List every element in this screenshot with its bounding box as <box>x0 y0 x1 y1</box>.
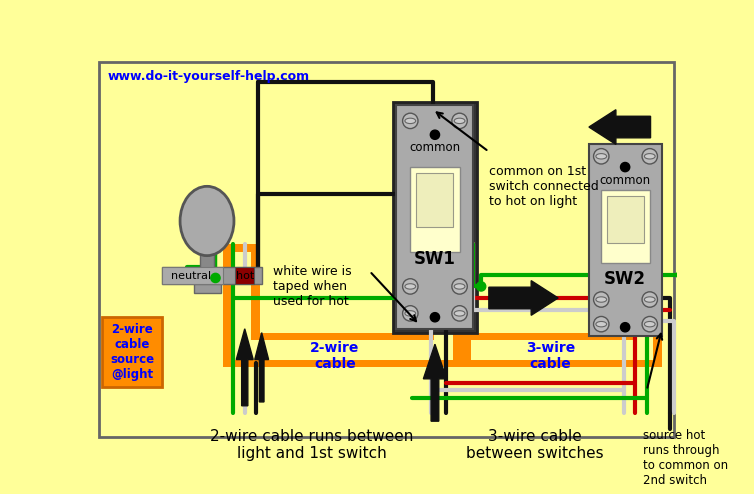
Ellipse shape <box>645 322 655 327</box>
Text: 2-wire cable runs between
light and 1st switch: 2-wire cable runs between light and 1st … <box>210 429 413 461</box>
Bar <box>232 340 452 360</box>
Text: 2-wire
cable: 2-wire cable <box>310 341 360 371</box>
Bar <box>161 267 262 284</box>
Bar <box>589 144 662 336</box>
Ellipse shape <box>454 118 465 124</box>
Circle shape <box>452 279 467 294</box>
Bar <box>223 244 260 367</box>
Bar <box>232 252 251 360</box>
Circle shape <box>403 306 418 321</box>
Ellipse shape <box>405 311 415 316</box>
Circle shape <box>642 292 657 307</box>
Circle shape <box>677 270 686 280</box>
Circle shape <box>431 130 440 139</box>
Circle shape <box>431 313 440 322</box>
Bar <box>223 332 462 367</box>
Text: 2-wire
cable
source
@light: 2-wire cable source @light <box>110 323 155 381</box>
Bar <box>608 196 644 243</box>
Text: 3-wire
cable: 3-wire cable <box>526 341 575 371</box>
Bar <box>200 252 214 269</box>
Bar <box>416 173 453 227</box>
Circle shape <box>452 113 467 128</box>
Bar <box>194 284 221 293</box>
Ellipse shape <box>596 154 607 159</box>
Bar <box>634 252 653 360</box>
Ellipse shape <box>405 284 415 289</box>
Ellipse shape <box>645 154 655 159</box>
Circle shape <box>642 149 657 164</box>
Bar <box>234 267 254 284</box>
Text: neutral: neutral <box>171 271 211 281</box>
Text: SW1: SW1 <box>414 250 456 268</box>
Circle shape <box>642 317 657 332</box>
FancyArrow shape <box>424 344 446 421</box>
Ellipse shape <box>596 322 607 327</box>
Text: SW2: SW2 <box>604 270 646 288</box>
Ellipse shape <box>454 284 465 289</box>
Circle shape <box>403 279 418 294</box>
Bar <box>103 317 162 386</box>
Ellipse shape <box>180 186 234 255</box>
FancyArrow shape <box>589 110 651 144</box>
Bar <box>434 252 452 360</box>
Text: hot: hot <box>235 271 254 281</box>
Bar <box>601 190 650 263</box>
Text: common on 1st
switch connected
to hot on light: common on 1st switch connected to hot on… <box>489 165 599 208</box>
Text: common: common <box>409 141 461 154</box>
Text: 3-wire cable
between switches: 3-wire cable between switches <box>466 429 604 461</box>
Circle shape <box>621 323 630 332</box>
Bar <box>625 244 662 367</box>
Ellipse shape <box>454 311 465 316</box>
Text: white wire is
taped when
used for hot: white wire is taped when used for hot <box>273 265 352 308</box>
Bar <box>462 332 662 367</box>
Ellipse shape <box>645 297 655 302</box>
Circle shape <box>452 306 467 321</box>
Bar <box>397 106 474 329</box>
Ellipse shape <box>596 297 607 302</box>
Ellipse shape <box>405 118 415 124</box>
Bar <box>393 102 477 332</box>
Bar <box>471 340 653 360</box>
Bar <box>410 167 460 252</box>
Text: source hot
runs through
to common on
2nd switch: source hot runs through to common on 2nd… <box>643 429 728 487</box>
FancyArrow shape <box>489 281 558 315</box>
Circle shape <box>621 163 630 172</box>
Text: www.do-it-yourself-help.com: www.do-it-yourself-help.com <box>108 70 310 82</box>
Text: common: common <box>599 174 651 187</box>
FancyArrow shape <box>255 332 268 402</box>
Circle shape <box>593 292 609 307</box>
Circle shape <box>477 282 486 291</box>
Circle shape <box>593 149 609 164</box>
FancyArrow shape <box>236 329 253 406</box>
Circle shape <box>593 317 609 332</box>
Circle shape <box>211 273 220 283</box>
Circle shape <box>403 113 418 128</box>
Bar <box>161 267 223 284</box>
Bar <box>425 244 462 367</box>
